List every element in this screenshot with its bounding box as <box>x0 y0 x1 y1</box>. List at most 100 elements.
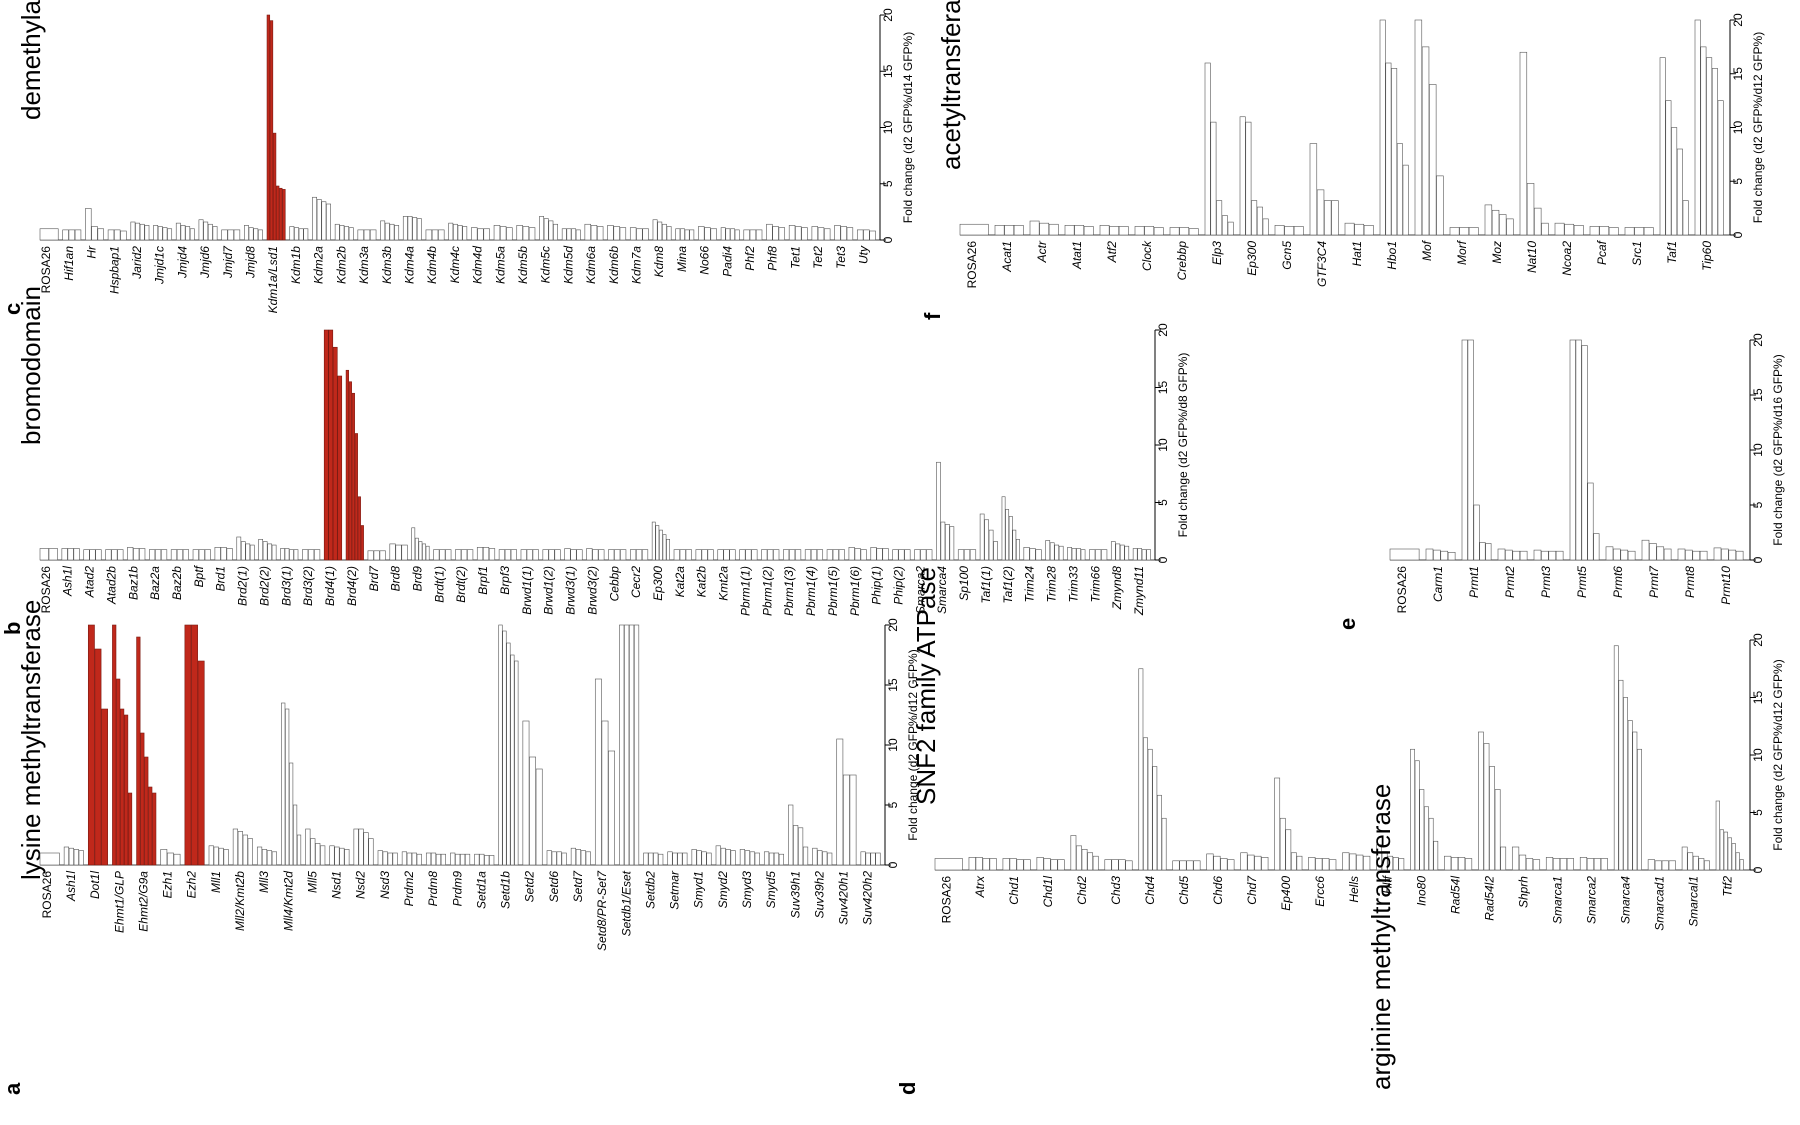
bar-morf <box>1459 227 1470 236</box>
bar-zmynd11 <box>1132 548 1138 561</box>
bar-brd3-2 <box>308 549 315 561</box>
bar-elp3 <box>1210 121 1217 236</box>
bar-atf2 <box>1099 225 1110 236</box>
bar-cecr2 <box>641 549 649 561</box>
bar-setd1b <box>510 654 515 866</box>
bar-prmt10 <box>1713 547 1722 561</box>
bar-ehmt1-glp <box>127 792 133 866</box>
bar-pbrm1-3 <box>789 549 796 561</box>
category-label: Kdm6a <box>584 246 598 284</box>
category-label: Ehmt2/G9a <box>136 871 150 932</box>
category-label: Jmjd7 <box>221 245 235 279</box>
bar-elp3 <box>1221 215 1228 236</box>
bar-suv39h2 <box>812 847 818 866</box>
panel-d-snf2-family-atpase: d SNF2 family ATPase 0 5 10 15 20 Fold change (… <box>895 567 1785 1095</box>
bar-moz <box>1506 218 1514 236</box>
bar-chd3 <box>1125 860 1133 871</box>
category-label: Jmjd6 <box>198 246 212 279</box>
bar-jmjd7 <box>233 229 241 241</box>
category-label: Setd7 <box>571 870 585 903</box>
bar-hr <box>97 228 104 241</box>
bar-phip-1 <box>882 548 889 561</box>
category-label: Prdm9 <box>450 871 464 907</box>
bar-setd6 <box>551 851 557 866</box>
bar-brwd1-2 <box>548 549 555 561</box>
bar-prdm8 <box>425 852 432 866</box>
bar-nsd1 <box>329 845 335 866</box>
bar-ehmt2-g9a <box>152 792 157 866</box>
bar-ep300 <box>662 534 667 561</box>
bar-hells <box>1363 855 1371 871</box>
bar-setdb2 <box>658 853 664 866</box>
bar-padi4 <box>730 228 735 241</box>
bar-jarid2 <box>139 223 145 241</box>
bar-suv420h2 <box>865 852 871 866</box>
bar-prdm8 <box>430 852 437 866</box>
category-label: Brd4(1) <box>323 566 337 606</box>
bar-brd4-2 <box>348 381 352 561</box>
bar-prmt2 <box>1497 548 1506 561</box>
bar-prdm9 <box>460 853 466 866</box>
category-label: Chd6 <box>1211 876 1225 905</box>
bar-chd1l <box>1043 858 1051 871</box>
category-label: Brwd1(2) <box>542 566 556 615</box>
bar-chd1l <box>1036 857 1044 871</box>
bar-clock <box>1153 227 1164 236</box>
bar-kdm4d <box>471 227 478 241</box>
bar-baz2b <box>170 549 178 561</box>
bar-kat2b <box>701 549 708 561</box>
bar-smyd2 <box>730 850 736 866</box>
bar-shprh <box>1532 859 1541 871</box>
bar-chd1 <box>1016 859 1024 871</box>
category-label: Dot1l <box>88 871 102 899</box>
category-label: Smarca2 <box>913 566 927 614</box>
bar-ep300 <box>1262 218 1269 236</box>
tick-label: 0 <box>1751 556 1765 563</box>
bar-ezh1 <box>173 853 181 866</box>
bar-setd7 <box>580 850 586 866</box>
bar-smarca2 <box>926 549 933 561</box>
category-label: Rad54l <box>1449 876 1463 914</box>
bar-smarca4 <box>940 521 946 561</box>
bar-ash1l <box>78 850 84 866</box>
bar-baz2b <box>182 549 190 561</box>
bar-kdm5a <box>506 227 513 241</box>
category-label: Setmar <box>668 870 682 910</box>
bar-smarcal1 <box>1687 852 1694 871</box>
panel-title: arginine methyltransferase <box>1366 784 1396 1090</box>
bar-ep300 <box>1251 200 1258 236</box>
bar-chd1l <box>1050 859 1058 871</box>
bar-bptf <box>204 549 211 561</box>
bar-chd4 <box>1161 817 1167 871</box>
tick-label: 20 <box>1156 323 1170 337</box>
category-label: No66 <box>698 246 712 275</box>
bar-nat10 <box>1541 222 1549 236</box>
bar-rosa26 <box>934 858 963 871</box>
bar-suv420h2 <box>875 852 881 866</box>
bar-pbrm1-3 <box>783 549 790 561</box>
category-label: Pbrm1(1) <box>738 566 752 616</box>
bar-actr <box>1039 222 1050 236</box>
bar-chd1 <box>1002 858 1010 871</box>
category-label: Suv39h2 <box>812 871 826 919</box>
tick-label: 15 <box>1751 388 1765 402</box>
bar-ep300 <box>1245 121 1252 236</box>
category-label: Acat1 <box>1000 241 1014 273</box>
bar-ncoa2 <box>1573 225 1584 236</box>
bar-rad54l <box>1451 857 1459 871</box>
bar-gcn5 <box>1284 226 1295 236</box>
bar-gcn5 <box>1274 225 1285 236</box>
category-label: Bptf <box>192 564 206 587</box>
bar-pbrm1-2 <box>773 549 780 561</box>
bar-smyd3 <box>744 850 750 866</box>
bar-suv420h2 <box>870 852 876 866</box>
bar-no66 <box>704 227 711 241</box>
bar-dot1l <box>101 708 108 866</box>
bar-hif1an <box>68 229 76 241</box>
bar-setdb1-eset <box>633 624 640 866</box>
bar-tip60 <box>1717 100 1724 236</box>
bar-nsd3 <box>387 852 393 866</box>
tick-label: 20 <box>1731 13 1745 27</box>
category-label: Ezh2 <box>185 871 199 899</box>
bar-kdm3a <box>357 229 364 241</box>
